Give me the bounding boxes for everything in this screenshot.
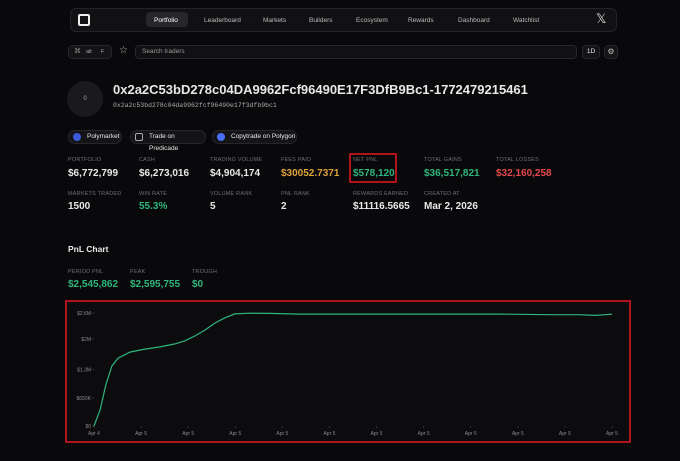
period-label: PEAK — [130, 269, 146, 275]
stat-label: VOLUME RANK — [210, 191, 253, 197]
x-tick-label: Apr 5 — [559, 431, 571, 437]
stat-value: $6,273,016 — [139, 168, 190, 179]
stat-label: TRADING VOLUME — [210, 157, 263, 163]
timeframe-button[interactable]: 1D — [582, 45, 600, 59]
nav-item[interactable]: Markets — [263, 17, 287, 24]
period-label: PERIOD PNL — [68, 269, 104, 275]
link-icon — [73, 133, 81, 141]
nav-item[interactable]: Rewards — [408, 17, 434, 24]
y-tick-label: $2M — [81, 337, 91, 343]
settings-button[interactable]: ⚙ — [604, 45, 618, 59]
filter-icon: ⌘ — [74, 48, 81, 55]
period-value: $2,595,755 — [130, 279, 181, 290]
stat-label: FEES PAID — [281, 157, 312, 163]
stat-value: Mar 2, 2026 — [424, 201, 478, 212]
stat-label: TOTAL GAINS — [424, 157, 462, 163]
stat-value: 55.3% — [139, 201, 168, 212]
shortcut-key: alt — [86, 49, 92, 55]
stat-value: $4,904,174 — [210, 168, 261, 179]
y-tick-label: $2.6M — [77, 311, 91, 317]
link-button[interactable]: Trade on Predicade — [130, 130, 206, 152]
x-tick-label: Apr 5 — [135, 431, 147, 437]
y-tick-label: $650K — [77, 396, 92, 402]
stat-label: MARKETS TRADED — [68, 191, 122, 197]
x-tick-label: Apr 5 — [512, 431, 524, 437]
chart-frame: $0 $650K $1.3M $2M $2.6M Apr 4 Apr 5 Apr 5 Apr 5… — [65, 300, 631, 443]
highlight-box — [349, 153, 397, 183]
nav-item[interactable]: Dashboard — [458, 17, 490, 24]
x-tick-label: Apr 5 — [606, 431, 618, 437]
stat-value: $578,120 — [353, 168, 395, 179]
stat-label: TOTAL LOSSES — [496, 157, 539, 163]
period-label: TROUGH — [192, 269, 218, 275]
link-button[interactable]: Copytrade on Polygon — [212, 130, 297, 144]
x-tick-label: Apr 5 — [323, 431, 335, 437]
search-placeholder: Search traders — [142, 48, 185, 55]
stat-label: CASH — [139, 157, 156, 163]
link-icon — [217, 133, 225, 141]
section-title: PnL Chart — [68, 244, 109, 254]
stat-value: 1500 — [68, 201, 91, 212]
stat-value: $6,772,799 — [68, 168, 119, 179]
nav-item[interactable]: Portfolio — [154, 17, 178, 24]
x-tick-label: Apr 4 — [88, 431, 100, 437]
stat-label: CREATED AT — [424, 191, 460, 197]
nav-item[interactable]: Ecosystem — [356, 17, 388, 24]
stat-value: 5 — [210, 201, 216, 212]
nav-item[interactable]: Leaderboard — [204, 17, 241, 24]
stat-label: NET PNL — [353, 157, 378, 163]
link-icon — [135, 133, 143, 141]
stat-value: $36,517,821 — [424, 168, 480, 179]
stat-label: PORTFOLIO — [68, 157, 102, 163]
star-icon[interactable]: ☆ — [119, 45, 128, 56]
x-tick-label: Apr 5 — [229, 431, 241, 437]
x-icon[interactable]: 𝕏 — [596, 11, 607, 26]
nav-item[interactable]: Builders — [309, 17, 333, 24]
stat-value: $32,160,258 — [496, 168, 552, 179]
pnl-line — [93, 312, 613, 427]
logo[interactable] — [78, 14, 90, 26]
stat-value: $11116.5665 — [353, 201, 410, 212]
nav-item[interactable]: Watchlist — [513, 17, 540, 24]
avatar: 0 — [67, 81, 103, 117]
stat-value: $30052.7371 — [281, 168, 340, 179]
y-tick-label: $0 — [85, 424, 91, 430]
stat-label: WIN RATE — [139, 191, 168, 197]
x-tick-label: Apr 5 — [276, 431, 288, 437]
search-input[interactable] — [135, 45, 577, 59]
x-tick-label: Apr 5 — [371, 431, 383, 437]
period-value: $2,545,862 — [68, 279, 119, 290]
filter-button[interactable] — [68, 45, 112, 59]
stat-value: 2 — [281, 201, 287, 212]
active-tab-bg — [146, 12, 188, 27]
chart: $0 $650K $1.3M $2M $2.6M Apr 4 Apr 5 Apr 5 Apr 5… — [77, 311, 619, 437]
period-value: $0 — [192, 279, 204, 290]
x-tick-label: Apr 5 — [182, 431, 194, 437]
x-tick-label: Apr 5 — [465, 431, 477, 437]
profile-title: 0x2a2C53bD278c04DA9962Fcf96490E17F3DfB9B… — [113, 82, 528, 97]
x-tick-label: Apr 5 — [418, 431, 430, 437]
link-button[interactable]: Polymarket — [68, 130, 122, 144]
stat-label: PNL RANK — [281, 191, 310, 197]
y-tick-label: $1.3M — [77, 368, 91, 374]
stat-label: REWARDS EARNED — [353, 191, 409, 197]
profile-address: 0x2a2c53bd278c04da9962fcf96490e17f3dfb9b… — [113, 102, 277, 109]
shortcut-key: F — [101, 49, 105, 55]
